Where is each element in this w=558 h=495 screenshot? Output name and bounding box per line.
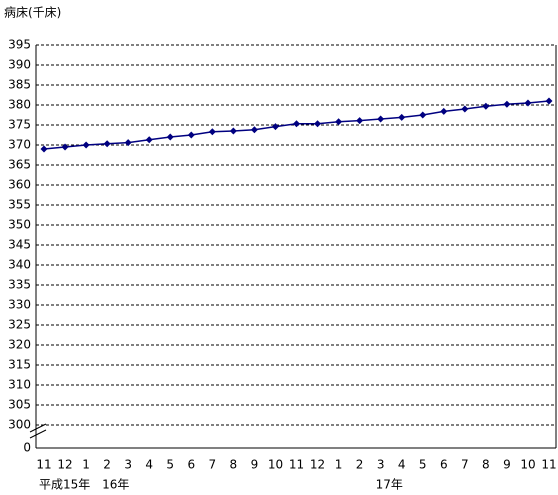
data-point (377, 115, 385, 123)
y-tick-label: 310 (8, 378, 31, 392)
x-tick-label: 6 (187, 458, 195, 472)
data-point (271, 123, 279, 131)
y-tick-label: 375 (8, 118, 31, 132)
axis-break (29, 429, 47, 439)
data-point (356, 117, 364, 125)
x-tick-label: 2 (103, 458, 111, 472)
y-tick-label: 355 (8, 198, 31, 212)
data-point (82, 141, 90, 149)
y-tick-label: 340 (8, 258, 31, 272)
y-tick-label: 0 (23, 441, 31, 455)
data-point (208, 128, 216, 136)
x-tick-label: 10 (520, 458, 535, 472)
data-point (440, 107, 448, 115)
x-tick-label: 7 (461, 458, 469, 472)
axis-break (29, 423, 47, 433)
x-tick-label: 11 (289, 458, 304, 472)
data-point (250, 126, 258, 134)
y-tick-label: 335 (8, 278, 31, 292)
y-tick-label: 365 (8, 158, 31, 172)
x-tick-label: 3 (124, 458, 132, 472)
data-point (335, 118, 343, 126)
y-tick-label: 380 (8, 98, 31, 112)
x-tick-label: 11 (541, 458, 556, 472)
y-tick-label: 370 (8, 138, 31, 152)
x-tick-label: 9 (503, 458, 511, 472)
chart-title: 病床(千床) (4, 5, 61, 20)
x-tick-label: 5 (166, 458, 174, 472)
data-point (145, 136, 153, 144)
data-point (545, 97, 553, 105)
data-point (293, 120, 300, 128)
year-label: 17年 (376, 478, 403, 492)
data-point (166, 133, 174, 141)
data-point (503, 100, 511, 108)
year-label: 16年 (102, 478, 129, 492)
data-point (124, 139, 132, 147)
y-tick-label: 395 (8, 38, 31, 52)
x-tick-label: 1 (335, 458, 343, 472)
x-tick-label: 12 (57, 458, 72, 472)
y-tick-label: 350 (8, 218, 31, 232)
data-point (314, 120, 322, 128)
x-tick-label: 5 (419, 458, 427, 472)
x-tick-label: 12 (310, 458, 325, 472)
data-point (103, 140, 111, 148)
x-tick-label: 8 (482, 458, 490, 472)
data-point (461, 105, 469, 113)
data-point (187, 131, 195, 139)
y-tick-label: 320 (8, 338, 31, 352)
y-tick-label: 390 (8, 58, 31, 72)
data-point (40, 145, 48, 153)
y-tick-label: 315 (8, 358, 31, 372)
data-point (524, 99, 532, 107)
x-tick-label: 11 (36, 458, 51, 472)
y-tick-label: 300 (8, 418, 31, 432)
x-tick-label: 8 (230, 458, 238, 472)
y-tick-label: 345 (8, 238, 31, 252)
x-tick-label: 3 (377, 458, 385, 472)
x-tick-label: 2 (356, 458, 364, 472)
y-tick-label: 305 (8, 398, 31, 412)
x-tick-label: 4 (145, 458, 153, 472)
x-tick-label: 7 (209, 458, 217, 472)
y-tick-label: 325 (8, 318, 31, 332)
data-point (398, 113, 406, 121)
x-tick-label: 10 (268, 458, 283, 472)
data-point (61, 143, 69, 151)
y-tick-label: 360 (8, 178, 31, 192)
y-tick-label: 330 (8, 298, 31, 312)
x-tick-label: 6 (440, 458, 448, 472)
y-tick-label: 385 (8, 78, 31, 92)
year-label: 平成15年 (39, 478, 90, 492)
data-point (229, 127, 237, 135)
data-point (482, 102, 490, 110)
x-tick-label: 4 (398, 458, 406, 472)
x-tick-label: 1 (82, 458, 90, 472)
data-point (419, 111, 427, 119)
x-tick-label: 9 (251, 458, 259, 472)
